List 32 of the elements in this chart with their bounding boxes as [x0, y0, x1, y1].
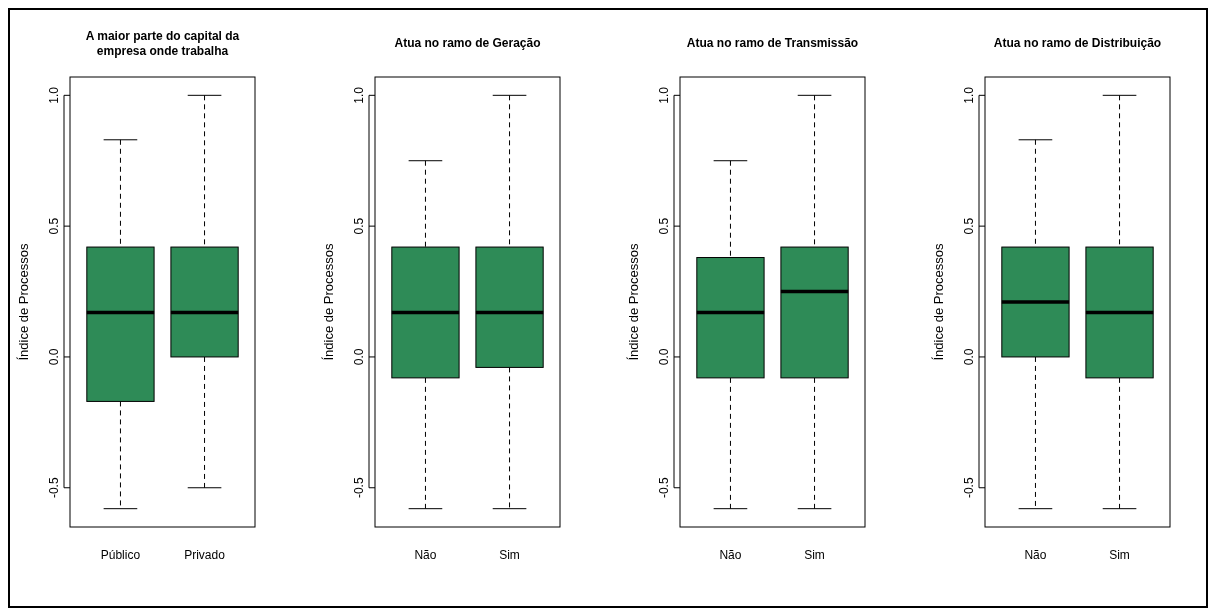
y-tick-label: 0.5 [962, 217, 976, 235]
x-tick-label: Sim [804, 548, 825, 562]
x-tick-label: Privado [184, 548, 226, 562]
y-tick-label: 1.0 [47, 86, 61, 104]
x-tick-label: Público [100, 548, 141, 562]
y-tick-label: 1.0 [657, 86, 671, 104]
x-tick-label: Não [719, 548, 742, 562]
y-tick-label: 1.0 [352, 86, 366, 104]
chart-title: Atua no ramo de Distribuição [993, 36, 1162, 50]
x-tick-label: Não [1024, 548, 1047, 562]
y-tick-label: -0.5 [657, 477, 671, 499]
chart-title: Atua no ramo de Geração [394, 36, 541, 50]
y-tick-label: 0.5 [352, 217, 366, 235]
x-tick-label: Não [414, 548, 437, 562]
y-axis-title: Índice de Processos [321, 242, 336, 361]
x-tick-label: Sim [499, 548, 520, 562]
y-tick-label: 0.5 [47, 217, 61, 235]
y-tick-label: 0.0 [657, 348, 671, 366]
y-tick-label: -0.5 [47, 477, 61, 499]
y-tick-label: 0.0 [962, 348, 976, 366]
chart-title: Atua no ramo de Transmissão [686, 36, 859, 50]
y-tick-label: 0.5 [657, 217, 671, 235]
y-axis-title: Índice de Processos [626, 242, 641, 361]
y-axis-title: Índice de Processos [931, 242, 946, 361]
y-tick-label: 0.0 [352, 348, 366, 366]
chart-title: A maior parte do capital da empresa onde trabalha [85, 29, 240, 58]
y-tick-label: -0.5 [962, 477, 976, 499]
y-axis-title: Índice de Processos [16, 242, 31, 361]
y-tick-label: 0.0 [47, 348, 61, 366]
y-tick-label: 1.0 [962, 86, 976, 104]
x-tick-label: Sim [1109, 548, 1130, 562]
y-tick-label: -0.5 [352, 477, 366, 499]
